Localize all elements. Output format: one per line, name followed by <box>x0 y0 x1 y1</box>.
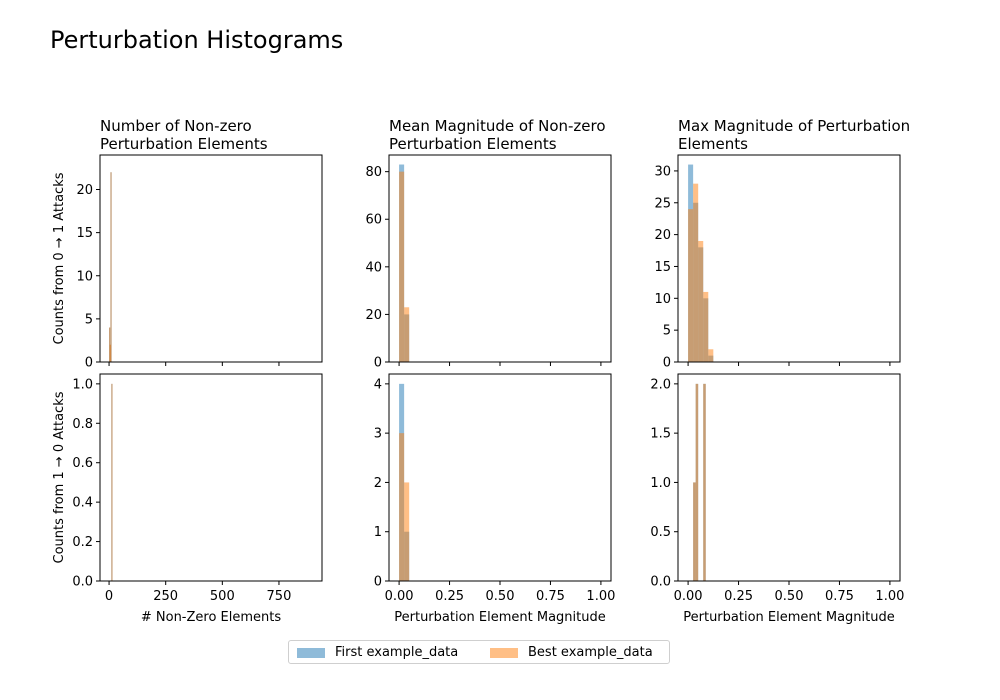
x-tick-label: 0 <box>105 589 113 604</box>
x-tick-label: 0.50 <box>775 589 804 604</box>
bar-best-1 <box>693 482 696 581</box>
x-axis-label: Perturbation Element Magnitude <box>683 610 894 625</box>
y-tick-label: 15 <box>654 260 671 275</box>
panel-title: Perturbation Elements <box>389 135 557 153</box>
panel-title: Max Magnitude of Perturbation <box>678 117 910 135</box>
y-tick-label: 5 <box>663 324 671 339</box>
legend-label-first: First example_data <box>335 645 459 660</box>
y-tick-label: 1 <box>374 525 382 540</box>
bar-best-1 <box>399 433 405 581</box>
y-tick-label: 0.8 <box>72 417 93 432</box>
y-tick-label: 0.4 <box>72 496 93 511</box>
x-tick-label: 0.75 <box>825 589 854 604</box>
bar-best-3 <box>110 172 112 362</box>
axes-frame <box>99 373 323 582</box>
y-tick-label: 0 <box>663 356 671 371</box>
x-tick-label: 1.00 <box>586 589 615 604</box>
y-axis-label: Counts from 0 → 1 Attacks <box>52 172 67 344</box>
y-tick-label: 0 <box>374 356 382 371</box>
y-tick-label: 1.5 <box>650 427 671 442</box>
axes-frame <box>388 154 612 363</box>
figure-title: Perturbation Histograms <box>50 26 344 54</box>
bar-best-1 <box>688 209 694 362</box>
bar-best-1 <box>111 383 113 581</box>
x-tick-label: 0.25 <box>435 589 464 604</box>
y-tick-label: 5 <box>85 312 93 327</box>
legend-swatch-first <box>297 647 325 658</box>
bar-best-5 <box>708 349 714 362</box>
legend-item-best: Best example_data <box>490 645 653 660</box>
axes-frame <box>388 373 612 582</box>
y-tick-label: 3 <box>374 427 382 442</box>
y-tick-label: 80 <box>365 165 382 180</box>
panel-title: Elements <box>678 135 748 153</box>
y-tick-label: 25 <box>654 196 671 211</box>
x-tick-label: 750 <box>267 589 292 604</box>
y-tick-label: 30 <box>654 164 671 179</box>
x-tick-label: 0.00 <box>674 589 703 604</box>
y-tick-label: 20 <box>654 228 671 243</box>
y-tick-label: 15 <box>76 226 93 241</box>
y-tick-label: 20 <box>76 183 93 198</box>
legend-item-first: First example_data <box>297 645 458 660</box>
y-tick-label: 0 <box>85 356 93 371</box>
x-tick-label: 0.00 <box>385 589 414 604</box>
y-tick-label: 4 <box>374 377 382 392</box>
y-tick-label: 10 <box>76 269 93 284</box>
y-tick-label: 40 <box>365 260 382 275</box>
x-axis-label: # Non-Zero Elements <box>141 610 282 625</box>
y-tick-label: 60 <box>365 213 382 228</box>
y-tick-label: 1.0 <box>650 476 671 491</box>
bar-best-1 <box>109 327 111 362</box>
y-tick-label: 10 <box>654 292 671 307</box>
legend: First example_data Best example_data <box>288 640 670 664</box>
panel-5: 0 1 2 3 4 0.00 0.25 0.50 0.75 1.00 Perturbation El… <box>374 373 615 625</box>
bar-best-4 <box>703 291 709 362</box>
y-tick-label: 0.0 <box>72 575 93 590</box>
legend-swatch-best <box>490 647 518 658</box>
bar-best-1 <box>399 171 405 362</box>
y-tick-label: 0 <box>374 575 382 590</box>
x-axis-label: Perturbation Element Magnitude <box>394 610 605 625</box>
legend-label-best: Best example_data <box>528 645 653 660</box>
x-tick-label: 500 <box>210 589 235 604</box>
y-tick-label: 2 <box>374 476 382 491</box>
panel-title: Number of Non-zero <box>100 117 252 135</box>
x-tick-label: 0.75 <box>536 589 565 604</box>
panel-title: Mean Magnitude of Non-zero <box>389 117 606 135</box>
y-tick-label: 0.5 <box>650 525 671 540</box>
bar-best-2 <box>404 482 410 581</box>
y-axis-label: Counts from 1 → 0 Attacks <box>52 391 67 563</box>
panel-4: 0.0 0.2 0.4 0.6 0.8 1.0 0 250 500 750 # Non-Zero E… <box>52 373 323 625</box>
panel-3: 0 5 10 15 20 25 30 Max Magnitude of Perturbatio… <box>654 117 910 371</box>
y-tick-label: 0.0 <box>650 575 671 590</box>
y-tick-label: 1.0 <box>72 377 93 392</box>
axes-frame <box>677 154 901 363</box>
panel-title: Perturbation Elements <box>100 135 268 153</box>
panel-6: 0.0 0.5 1.0 1.5 2.0 0.00 0.25 0.50 0.75 1.00 Pertu… <box>650 373 904 625</box>
bar-best-2 <box>695 383 699 581</box>
axes-frame <box>677 373 901 582</box>
x-tick-label: 250 <box>153 589 178 604</box>
y-tick-label: 0.2 <box>72 535 93 550</box>
bar-best-3 <box>698 240 704 362</box>
bar-best-2 <box>109 344 111 362</box>
y-tick-label: 2.0 <box>650 377 671 392</box>
x-tick-label: 0.50 <box>486 589 515 604</box>
y-tick-label: 20 <box>365 308 382 323</box>
bar-best-2 <box>404 307 410 362</box>
x-tick-label: 0.25 <box>724 589 753 604</box>
y-tick-label: 0.6 <box>72 456 93 471</box>
axes-frame <box>99 154 323 363</box>
bar-best-3 <box>703 383 706 581</box>
x-tick-label: 1.00 <box>875 589 904 604</box>
panel-2: 0 20 40 60 80 Mean Magnitude of Non-zeroPertu… <box>365 117 612 371</box>
bar-best-2 <box>693 183 699 362</box>
